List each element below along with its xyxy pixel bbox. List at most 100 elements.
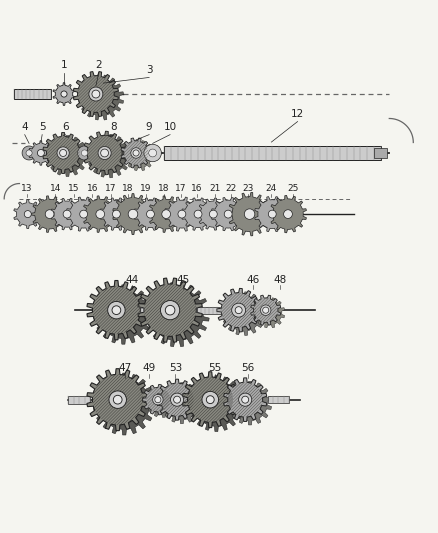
Circle shape (112, 306, 121, 314)
Text: 6: 6 (62, 122, 69, 132)
Text: 14: 14 (49, 184, 61, 193)
Circle shape (242, 396, 249, 403)
Polygon shape (165, 197, 199, 231)
Text: 18: 18 (123, 184, 134, 193)
Polygon shape (121, 138, 151, 168)
Text: 47: 47 (119, 364, 132, 374)
Circle shape (96, 210, 105, 219)
Polygon shape (212, 197, 245, 231)
Circle shape (194, 210, 202, 218)
Text: 55: 55 (208, 364, 221, 374)
Polygon shape (217, 288, 260, 332)
Circle shape (209, 210, 217, 218)
Circle shape (202, 391, 219, 408)
Circle shape (61, 91, 67, 97)
Text: 46: 46 (247, 275, 260, 285)
Polygon shape (145, 282, 209, 346)
Polygon shape (157, 379, 198, 420)
Circle shape (63, 210, 71, 218)
Polygon shape (182, 198, 214, 230)
Polygon shape (93, 373, 155, 435)
Bar (164, 147, 381, 159)
Polygon shape (87, 280, 146, 340)
Circle shape (60, 149, 67, 157)
Text: 13: 13 (21, 184, 33, 193)
Polygon shape (74, 71, 118, 117)
Circle shape (92, 90, 100, 98)
Polygon shape (224, 378, 267, 422)
Circle shape (147, 210, 154, 218)
Bar (68, 395, 90, 403)
Bar (197, 306, 221, 313)
Circle shape (113, 210, 120, 218)
Polygon shape (100, 198, 133, 230)
Polygon shape (251, 295, 281, 325)
Polygon shape (87, 134, 131, 178)
Circle shape (98, 147, 111, 159)
Circle shape (170, 393, 184, 406)
Circle shape (149, 149, 156, 157)
Circle shape (26, 150, 32, 156)
Circle shape (133, 150, 139, 156)
Text: 53: 53 (169, 364, 182, 374)
Polygon shape (14, 200, 42, 229)
Text: 17: 17 (105, 184, 117, 193)
Polygon shape (255, 197, 290, 232)
Text: 23: 23 (242, 184, 254, 193)
Text: 9: 9 (146, 122, 152, 132)
Polygon shape (94, 285, 153, 344)
Text: 19: 19 (140, 184, 152, 193)
Circle shape (144, 144, 161, 161)
Text: 12: 12 (291, 109, 304, 119)
Text: 22: 22 (226, 184, 237, 193)
Circle shape (22, 146, 36, 160)
Text: 8: 8 (110, 122, 117, 132)
Text: 10: 10 (163, 122, 177, 132)
Text: 2: 2 (95, 60, 102, 70)
Polygon shape (147, 387, 177, 417)
Circle shape (206, 395, 214, 403)
Polygon shape (82, 196, 118, 232)
Circle shape (165, 305, 175, 315)
Polygon shape (83, 131, 126, 175)
Polygon shape (134, 198, 167, 230)
Polygon shape (143, 384, 173, 415)
Polygon shape (43, 133, 83, 173)
Circle shape (78, 146, 92, 160)
Text: 3: 3 (146, 65, 152, 75)
Text: 24: 24 (265, 184, 276, 193)
Circle shape (178, 210, 186, 218)
Circle shape (232, 303, 246, 317)
Polygon shape (189, 376, 244, 432)
Circle shape (45, 210, 54, 219)
Circle shape (173, 396, 180, 403)
Polygon shape (47, 135, 88, 176)
Circle shape (261, 305, 271, 316)
Bar (14, 89, 51, 99)
Text: 44: 44 (125, 275, 138, 285)
Text: 48: 48 (273, 275, 287, 285)
Bar (138, 394, 150, 405)
Polygon shape (31, 196, 67, 232)
Text: 5: 5 (39, 122, 46, 132)
Text: 16: 16 (87, 184, 98, 193)
Text: 45: 45 (177, 275, 190, 285)
Circle shape (101, 149, 109, 157)
Polygon shape (197, 198, 229, 230)
Text: 18: 18 (158, 184, 170, 193)
Polygon shape (53, 83, 75, 106)
Circle shape (108, 302, 125, 319)
Text: 16: 16 (191, 184, 203, 193)
Polygon shape (269, 196, 307, 233)
Circle shape (268, 210, 276, 218)
Circle shape (109, 391, 127, 408)
Polygon shape (183, 372, 238, 427)
Circle shape (89, 87, 103, 101)
Circle shape (57, 147, 69, 159)
Circle shape (24, 211, 31, 217)
Circle shape (235, 306, 242, 313)
Circle shape (81, 150, 88, 156)
Circle shape (244, 209, 255, 220)
Polygon shape (229, 382, 272, 425)
Circle shape (284, 210, 292, 219)
